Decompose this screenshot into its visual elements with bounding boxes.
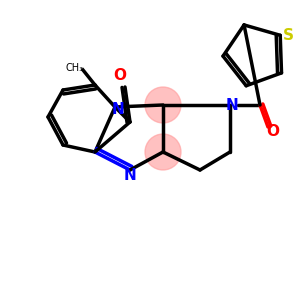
Text: S: S [283,28,294,43]
Text: O: O [266,124,280,140]
Text: N: N [112,101,124,116]
Text: O: O [113,68,127,82]
Circle shape [145,87,181,123]
Text: CH₃: CH₃ [66,63,84,73]
Text: N: N [226,98,238,112]
Text: N: N [124,167,136,182]
Circle shape [145,134,181,170]
